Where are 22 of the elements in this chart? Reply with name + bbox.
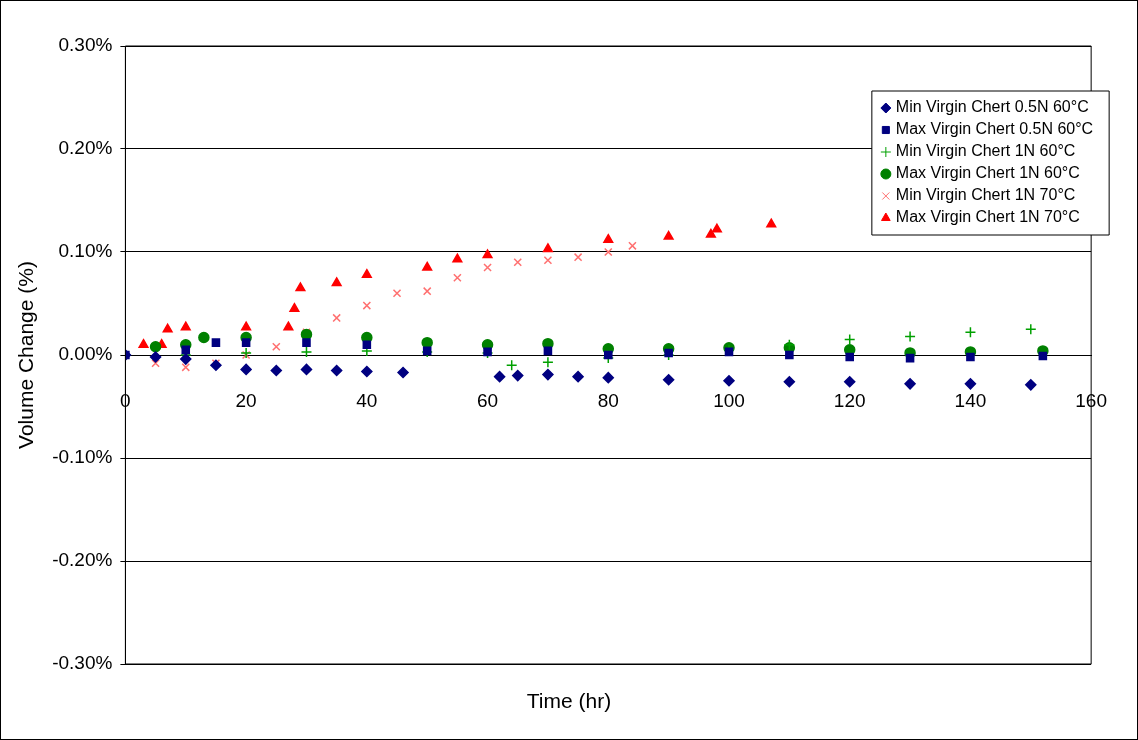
legend-label: Min Virgin Chert 1N 70°C bbox=[895, 186, 1076, 204]
x-tick-label: 60 bbox=[476, 389, 499, 411]
legend-label: Min Virgin Chert 0.5N 60°C bbox=[895, 98, 1089, 116]
x-tick-label: 140 bbox=[954, 389, 987, 411]
x-tick-label: 100 bbox=[713, 389, 745, 411]
y-tick-label: 0.20% bbox=[58, 137, 113, 159]
x-tick-label: 20 bbox=[235, 389, 257, 411]
legend-label: Max Virgin Chert 1N 70°C bbox=[895, 208, 1080, 226]
legend-label: Min Virgin Chert 1N 60°C bbox=[895, 142, 1076, 160]
y-tick-label: -0.30% bbox=[52, 652, 113, 674]
legend-label: Max Virgin Chert 0.5N 60°C bbox=[895, 120, 1094, 138]
y-tick-label: -0.10% bbox=[52, 446, 113, 468]
legend-label: Max Virgin Chert 1N 60°C bbox=[895, 164, 1080, 182]
x-tick-label: 120 bbox=[833, 389, 866, 411]
y-tick-label: 0.30% bbox=[58, 34, 113, 56]
y-tick-label: 0.10% bbox=[58, 240, 113, 262]
x-tick-label: 80 bbox=[597, 389, 619, 411]
x-axis-title: Time (hr) bbox=[525, 689, 613, 713]
y-tick-label: 0.00% bbox=[58, 343, 113, 365]
y-tick-label: -0.20% bbox=[52, 549, 113, 571]
x-tick-label: 40 bbox=[356, 389, 378, 411]
y-axis-title: Volume Change (%) bbox=[14, 261, 38, 449]
